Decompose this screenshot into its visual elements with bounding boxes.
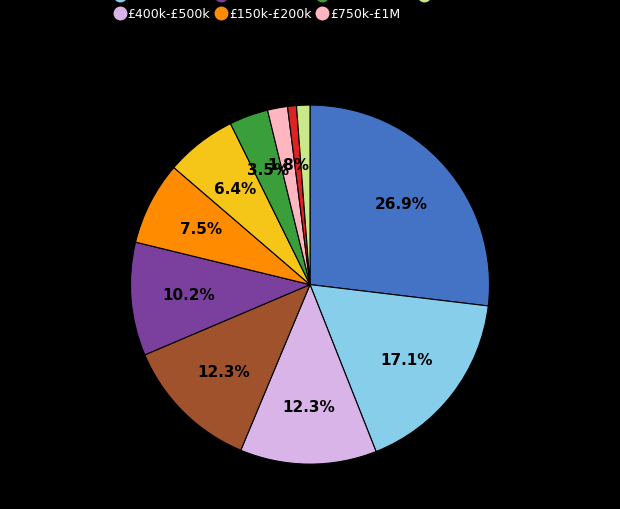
Text: 12.3%: 12.3%: [198, 364, 250, 379]
Wedge shape: [310, 106, 490, 306]
Wedge shape: [130, 243, 310, 355]
Wedge shape: [296, 106, 310, 285]
Wedge shape: [241, 285, 376, 464]
Wedge shape: [136, 168, 310, 285]
Wedge shape: [145, 285, 310, 450]
Text: 6.4%: 6.4%: [214, 181, 256, 196]
Wedge shape: [231, 111, 310, 285]
Text: 26.9%: 26.9%: [375, 196, 428, 212]
Legend: £300k-£400k, £250k-£300k, £400k-£500k, £200k-£250k, £500k-£750k, £150k-£200k, £1: £300k-£400k, £250k-£300k, £400k-£500k, £…: [113, 0, 507, 25]
Text: 12.3%: 12.3%: [283, 400, 335, 414]
Wedge shape: [174, 124, 310, 285]
Text: 7.5%: 7.5%: [180, 222, 223, 237]
Text: 10.2%: 10.2%: [162, 288, 215, 302]
Wedge shape: [268, 107, 310, 285]
Text: 17.1%: 17.1%: [381, 352, 433, 367]
Wedge shape: [310, 285, 488, 451]
Text: 3.5%: 3.5%: [247, 163, 290, 178]
Text: 1.8%: 1.8%: [267, 158, 309, 173]
Wedge shape: [288, 106, 310, 285]
